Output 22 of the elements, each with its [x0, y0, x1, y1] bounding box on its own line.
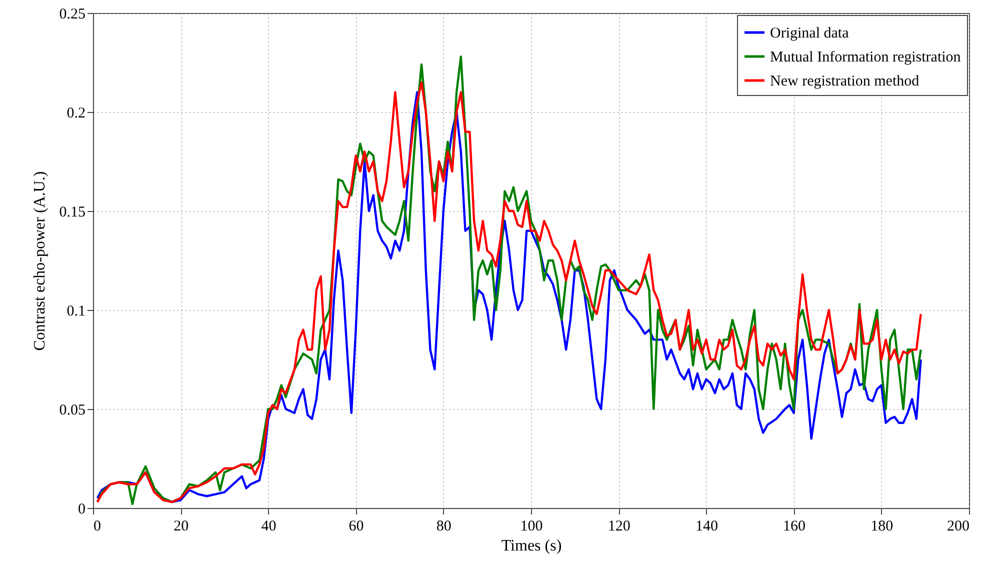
x-tick-label: 200	[947, 518, 970, 534]
y-tick-label: 0.2	[66, 106, 86, 122]
x-tick-label: 100	[520, 518, 543, 534]
y-tick-label: 0.25	[59, 6, 86, 22]
x-tick-label: 180	[870, 518, 894, 534]
x-tick-label: 0	[94, 518, 101, 534]
x-tick-label: 80	[436, 518, 452, 534]
legend-label: New registration method	[770, 74, 920, 90]
legend-label: Original data	[770, 26, 850, 42]
y-tick-label: 0.15	[59, 204, 86, 220]
y-tick-label: 0	[78, 502, 86, 518]
x-tick-label: 140	[695, 518, 718, 534]
y-axis-title: Contrast echo-power (A.U.)	[31, 171, 48, 351]
y-tick-label: 0.1	[66, 304, 86, 320]
x-tick-label: 20	[174, 518, 189, 534]
x-tick-label: 120	[608, 518, 630, 534]
x-tick-label: 160	[783, 518, 806, 534]
x-axis-title: Times (s)	[501, 538, 562, 554]
x-tick-label: 60	[348, 518, 364, 534]
legend-label: Mutual Information registration	[770, 50, 962, 66]
x-tick-label: 40	[261, 518, 276, 534]
y-tick-label: 0.05	[59, 402, 86, 418]
